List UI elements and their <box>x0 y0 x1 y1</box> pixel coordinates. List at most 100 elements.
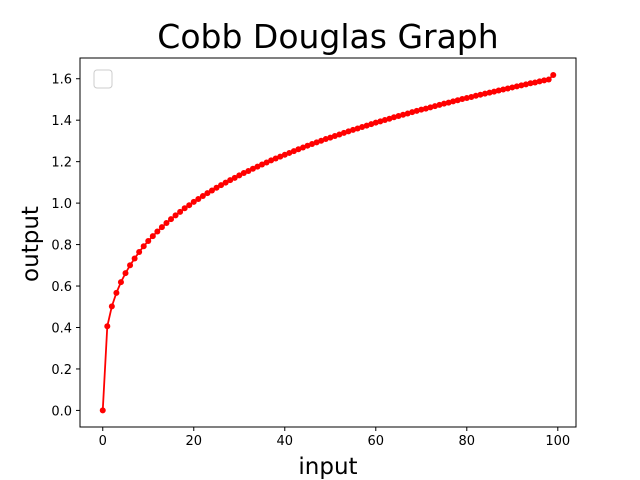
data-point <box>350 126 357 133</box>
data-point <box>550 72 557 78</box>
data-point <box>545 76 552 83</box>
data-point <box>336 131 343 138</box>
data-point <box>409 109 416 116</box>
data-point <box>541 77 548 84</box>
data-point <box>117 279 124 286</box>
data-point <box>486 89 493 96</box>
data-point <box>345 128 352 135</box>
data-point <box>140 243 147 250</box>
y-tick-label: 0.8 <box>51 239 72 254</box>
y-tick-label: 1.0 <box>51 197 72 212</box>
data-point <box>263 159 270 166</box>
data-point <box>418 106 425 113</box>
data-point <box>522 81 529 88</box>
data-point <box>450 98 457 105</box>
x-axis-ticks: 0 20 40 60 80 100 <box>99 427 570 449</box>
data-point <box>372 119 379 126</box>
data-point <box>236 172 243 179</box>
data-point <box>459 96 466 103</box>
data-point <box>259 161 266 168</box>
data-point <box>195 195 202 202</box>
data-point <box>281 151 288 158</box>
legend-box <box>93 69 113 89</box>
plot-frame <box>79 57 577 428</box>
data-point <box>122 270 129 277</box>
data-point <box>145 238 152 245</box>
data-point <box>427 104 434 111</box>
data-point <box>368 121 375 128</box>
data-point <box>413 107 420 114</box>
data-point <box>518 82 525 89</box>
data-point <box>272 155 279 162</box>
data-point <box>99 407 106 414</box>
x-tick-label: 20 <box>185 434 202 449</box>
data-point <box>386 115 393 122</box>
data-point <box>158 224 165 231</box>
y-axis-label: output <box>18 206 44 282</box>
series-markers <box>99 72 557 414</box>
data-point <box>163 220 170 227</box>
data-point <box>322 136 329 143</box>
x-tick-label: 100 <box>545 434 570 449</box>
data-point <box>532 79 539 86</box>
data-point <box>404 110 411 117</box>
y-tick-label: 1.4 <box>51 114 72 129</box>
y-tick-label: 0.6 <box>51 280 72 295</box>
data-point <box>468 93 475 100</box>
y-tick-label: 0.2 <box>51 363 72 378</box>
data-point <box>377 118 384 125</box>
x-tick-label: 40 <box>276 434 293 449</box>
data-point <box>168 216 175 223</box>
data-point <box>181 205 188 212</box>
data-point <box>445 99 452 106</box>
data-point <box>536 78 543 85</box>
data-point <box>208 187 215 194</box>
data-point <box>527 80 534 87</box>
data-point <box>395 113 402 120</box>
data-point <box>422 105 429 112</box>
data-point <box>340 129 347 136</box>
y-tick-label: 0.0 <box>51 404 72 419</box>
data-point <box>154 228 161 235</box>
y-axis-ticks: 0.0 0.2 0.4 0.6 0.8 1.0 1.2 1.4 1.6 <box>51 73 80 419</box>
data-point <box>327 134 334 141</box>
data-point <box>177 208 184 215</box>
data-point <box>309 141 316 148</box>
data-point <box>172 212 179 219</box>
y-tick-label: 0.4 <box>51 321 72 336</box>
data-point <box>491 88 498 95</box>
data-point <box>463 95 470 102</box>
x-tick-label: 80 <box>459 434 476 449</box>
data-point <box>295 146 302 153</box>
data-point <box>231 174 238 181</box>
data-point <box>240 170 247 177</box>
data-point <box>359 124 366 131</box>
data-point <box>104 323 111 330</box>
data-point <box>113 289 120 296</box>
data-point <box>268 157 275 164</box>
data-point <box>363 122 370 129</box>
data-point <box>277 153 284 160</box>
data-point <box>400 111 407 118</box>
data-point <box>136 249 143 256</box>
data-point <box>477 91 484 98</box>
data-point <box>190 198 197 205</box>
data-point <box>204 190 211 197</box>
data-point <box>286 149 293 156</box>
data-point <box>509 84 516 91</box>
data-point <box>441 100 448 107</box>
data-point <box>245 167 252 174</box>
data-point <box>504 85 511 92</box>
data-point <box>500 86 507 93</box>
y-tick-label: 1.2 <box>51 156 72 171</box>
data-point <box>313 139 320 146</box>
data-point <box>436 101 443 108</box>
y-tick-label: 1.6 <box>51 73 72 88</box>
data-point <box>254 163 261 170</box>
data-point <box>249 165 256 172</box>
data-point <box>290 148 297 155</box>
data-point <box>304 142 311 149</box>
data-point <box>127 262 134 269</box>
data-point <box>299 144 306 151</box>
chart-title: Cobb Douglas Graph <box>157 17 498 56</box>
